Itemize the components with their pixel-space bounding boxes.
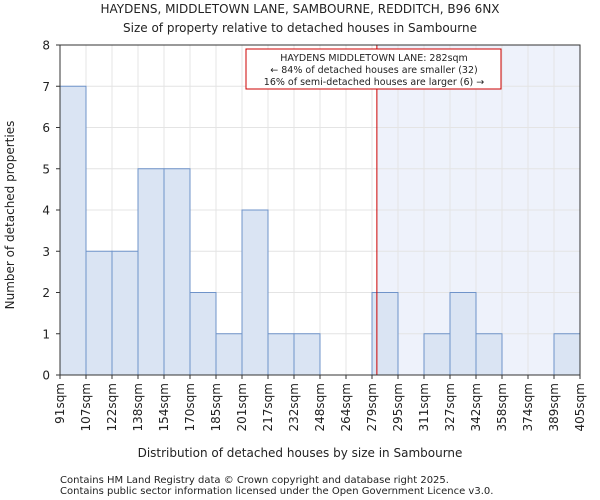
x-tick-label: 154sqm bbox=[157, 383, 171, 431]
x-tick-label: 185sqm bbox=[209, 383, 223, 431]
x-tick-label: 295sqm bbox=[391, 383, 405, 431]
bar-91sqm bbox=[59, 85, 87, 376]
bar-138sqm bbox=[137, 168, 165, 376]
x-tick-label: 279sqm bbox=[365, 383, 379, 431]
y-tick-label: 8 bbox=[42, 39, 50, 53]
bar-201sqm bbox=[241, 209, 269, 376]
y-tick-label: 2 bbox=[42, 286, 50, 300]
bar-154sqm bbox=[163, 168, 191, 376]
x-tick-label: 389sqm bbox=[547, 383, 561, 431]
annotation-line-1: HAYDENS MIDDLETOWN LANE: 282sqm bbox=[280, 53, 468, 64]
y-tick-label: 5 bbox=[42, 162, 50, 176]
bar-279sqm bbox=[371, 292, 399, 376]
y-tick-label: 4 bbox=[42, 204, 50, 218]
footer-line-2: Contains public sector information licen… bbox=[60, 486, 493, 497]
footer-line-1: Contains HM Land Registry data © Crown c… bbox=[60, 475, 449, 486]
x-tick-label: 405sqm bbox=[573, 383, 587, 431]
x-tick-label: 358sqm bbox=[495, 383, 509, 431]
bar-217sqm bbox=[267, 333, 295, 376]
x-tick-label: 107sqm bbox=[79, 383, 93, 431]
x-tick-label: 91sqm bbox=[53, 383, 67, 424]
bar-170sqm bbox=[189, 292, 217, 376]
annotation-line-2: ← 84% of detached houses are smaller (32… bbox=[270, 65, 477, 76]
bar-327sqm bbox=[449, 292, 477, 376]
chart-title: HAYDENS, MIDDLETOWN LANE, SAMBOURNE, RED… bbox=[100, 2, 499, 16]
y-tick-label: 6 bbox=[42, 121, 50, 135]
bar-122sqm bbox=[111, 250, 139, 376]
x-tick-label: 264sqm bbox=[339, 383, 353, 431]
x-tick-label: 248sqm bbox=[313, 383, 327, 431]
x-tick-label: 201sqm bbox=[235, 383, 249, 431]
x-tick-label: 170sqm bbox=[183, 383, 197, 431]
annotation-frame bbox=[245, 48, 502, 90]
chart-subtitle: Size of property relative to detached ho… bbox=[123, 21, 477, 35]
y-axis-label: Number of detached properties bbox=[3, 121, 17, 310]
bar-311sqm bbox=[423, 333, 451, 376]
annotation-line-3: 16% of semi-detached houses are larger (… bbox=[264, 77, 484, 88]
y-tick-label: 7 bbox=[42, 80, 50, 94]
x-tick-label: 342sqm bbox=[469, 383, 483, 431]
x-tick-label: 311sqm bbox=[417, 383, 431, 431]
annotation-box: HAYDENS MIDDLETOWN LANE: 282sqm ← 84% of… bbox=[245, 48, 502, 90]
bar-232sqm bbox=[293, 333, 321, 376]
x-axis-label: Distribution of detached houses by size … bbox=[138, 446, 463, 460]
bar-389sqm bbox=[553, 333, 581, 376]
bar-342sqm bbox=[475, 333, 503, 376]
bar-185sqm bbox=[215, 333, 243, 376]
y-tick-label: 0 bbox=[42, 369, 50, 383]
x-tick-label: 327sqm bbox=[443, 383, 457, 431]
bar-107sqm bbox=[85, 250, 113, 376]
x-tick-label: 217sqm bbox=[261, 383, 275, 431]
y-tick-label: 3 bbox=[42, 245, 50, 259]
x-tick-label: 122sqm bbox=[105, 383, 119, 431]
x-tick-label: 374sqm bbox=[521, 383, 535, 431]
x-tick-label: 138sqm bbox=[131, 383, 145, 431]
x-tick-label: 232sqm bbox=[287, 383, 301, 431]
y-tick-label: 1 bbox=[42, 327, 50, 341]
